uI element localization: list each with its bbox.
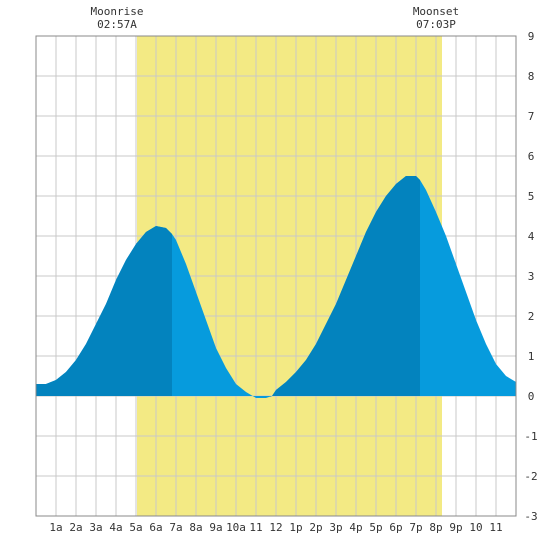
x-axis-ticks: 1a 2a 3a 4a 5a 6a 7a 8a 9a 10a 11 12 1p 2p 3p 4p 5p 6p 7p 8… (49, 521, 502, 534)
x-tick-label: 2a (69, 521, 82, 534)
x-tick-label: 11 (489, 521, 502, 534)
y-tick-label: 5 (528, 190, 535, 203)
tide-rising-area (270, 176, 420, 397)
x-tick-label: 3p (329, 521, 342, 534)
y-tick-label: 6 (528, 150, 535, 163)
x-tick-label: 3a (89, 521, 102, 534)
x-tick-label: 6a (149, 521, 162, 534)
y-tick-label: 3 (528, 270, 535, 283)
x-tick-label: 4p (349, 521, 362, 534)
tide-rising-area (36, 226, 172, 396)
x-tick-label: 5p (369, 521, 382, 534)
y-tick-label: 2 (528, 310, 535, 323)
moonset-time: 07:03P (416, 18, 456, 31)
x-tick-label: 7p (409, 521, 422, 534)
y-tick-label: 4 (528, 230, 535, 243)
x-tick-label: 1p (289, 521, 302, 534)
y-tick-label: -3 (524, 510, 537, 523)
x-tick-label: 10 (469, 521, 482, 534)
y-tick-label: -2 (524, 470, 537, 483)
x-tick-label: 12 (269, 521, 282, 534)
tide-area (36, 176, 516, 398)
x-tick-label: 11 (249, 521, 262, 534)
moonset-label: Moonset (413, 5, 459, 18)
y-axis-ticks: -3 -2 -1 0 1 2 3 4 5 6 7 8 9 (524, 30, 537, 523)
x-tick-label: 8a (189, 521, 202, 534)
x-tick-label: 4a (109, 521, 122, 534)
x-tick-label: 2p (309, 521, 322, 534)
y-tick-label: 9 (528, 30, 535, 43)
x-tick-label: 1a (49, 521, 62, 534)
x-tick-label: 8p (429, 521, 442, 534)
y-tick-label: 8 (528, 70, 535, 83)
x-tick-label: 9p (449, 521, 462, 534)
y-tick-label: 0 (528, 390, 535, 403)
x-tick-label: 6p (389, 521, 402, 534)
x-tick-label: 9a (209, 521, 222, 534)
moonrise-time: 02:57A (97, 18, 137, 31)
plot-frame (35, 35, 517, 517)
y-tick-label: -1 (524, 430, 537, 443)
y-tick-label: 7 (528, 110, 535, 123)
x-tick-label: 5a (129, 521, 142, 534)
x-tick-label: 7a (169, 521, 182, 534)
y-tick-label: 1 (528, 350, 535, 363)
x-tick-label: 10a (226, 521, 246, 534)
moonrise-label: Moonrise (91, 5, 144, 18)
